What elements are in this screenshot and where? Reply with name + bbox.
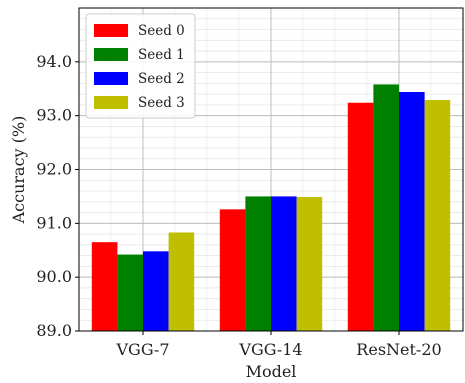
- bar: [143, 251, 169, 331]
- bar: [296, 196, 323, 331]
- bar: [168, 232, 195, 331]
- y-tick-label: 91.0: [36, 213, 72, 232]
- legend-swatch: [94, 48, 128, 61]
- legend-box: [85, 13, 196, 119]
- y-tick-label: 93.0: [36, 106, 72, 125]
- bar: [399, 91, 425, 331]
- bar: [373, 84, 399, 332]
- x-tick-label: ResNet-20: [356, 340, 441, 359]
- legend-label: Seed 0: [138, 23, 185, 39]
- legend-swatch: [94, 24, 128, 37]
- x-axis-label: Model: [246, 362, 297, 381]
- legend-swatch: [94, 96, 128, 109]
- bar: [245, 196, 271, 331]
- axis-ticks: 89.0 90.0 91.0 92.0 93.0 94.0 VGG-7 VGG-14 ResNe…: [36, 52, 441, 359]
- legend-label: Seed 1: [138, 47, 185, 63]
- bars: [91, 84, 451, 332]
- bar: [347, 102, 374, 331]
- y-tick-label: 90.0: [36, 267, 72, 286]
- legend: Seed 0 Seed 1 Seed 2 Seed 3: [85, 13, 196, 119]
- legend-swatch: [94, 72, 128, 85]
- legend-label: Seed 2: [138, 71, 185, 87]
- bar: [91, 242, 118, 331]
- x-tick-label: VGG-14: [238, 340, 302, 359]
- y-tick-label: 89.0: [36, 321, 72, 340]
- bar: [271, 196, 297, 331]
- y-axis-label: Accuracy (%): [9, 116, 28, 225]
- bar: [219, 209, 246, 331]
- y-tick-label: 94.0: [36, 52, 72, 71]
- bar: [424, 100, 451, 332]
- legend-label: Seed 3: [138, 95, 185, 111]
- bar: [117, 254, 143, 331]
- y-tick-label: 92.0: [36, 160, 72, 179]
- x-tick-label: VGG-7: [116, 340, 170, 359]
